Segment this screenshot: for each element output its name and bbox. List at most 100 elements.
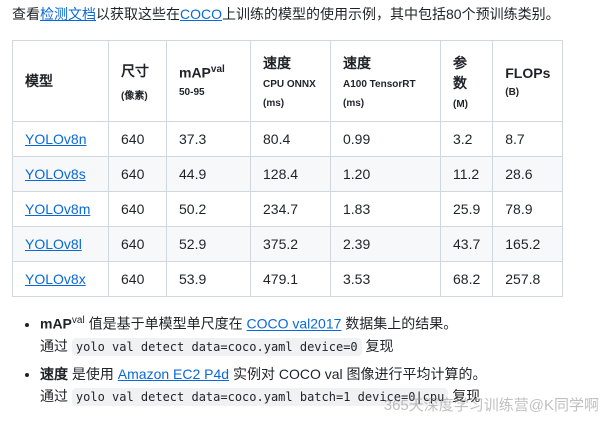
note-code: yolo val detect data=coco.yaml batch=1 d… (71, 387, 449, 406)
link[interactable]: 检测文档 (40, 6, 96, 22)
table-cell: 52.9 (166, 226, 251, 262)
table-cell: 375.2 (250, 226, 331, 262)
header-sub: 50-95 (179, 86, 205, 98)
header-cell: 速度 CPU ONNX (ms) (250, 40, 331, 122)
cell-text: 28.6 (505, 166, 533, 182)
cell-text: 640 (121, 271, 145, 287)
note-text: 复现 (448, 387, 481, 404)
table-cell: 640 (108, 226, 167, 262)
cell-text: 375.2 (263, 236, 299, 252)
note-label: mAP (40, 315, 72, 332)
cell-text: 479.1 (263, 271, 299, 287)
cell-text: 80.4 (263, 131, 291, 147)
table-cell: YOLOv8m (12, 191, 109, 227)
table-cell: 3.53 (330, 261, 441, 297)
model-link[interactable]: YOLOv8n (25, 131, 87, 147)
table-cell: 128.4 (250, 156, 331, 192)
table-cell: 28.6 (492, 156, 564, 192)
header-cell: 尺寸 (像素) (108, 40, 167, 122)
table-cell: 53.9 (166, 261, 251, 297)
header-title: 速度 (263, 55, 291, 71)
table-row: YOLOv8m 640 50.2 234.7 1.83 25.9 78.9 (12, 191, 564, 227)
header-title: mAP (179, 64, 211, 81)
table-cell: 1.83 (330, 191, 441, 227)
note-item: 速度 是使用 Amazon EC2 P4d 实例对 COCO val 图像进行平… (40, 363, 605, 408)
header-title: 参数 (453, 54, 467, 91)
table-cell: 11.2 (439, 156, 494, 192)
table-cell: 44.9 (166, 156, 251, 192)
header-cell: 参数 (M) (439, 40, 494, 122)
note-label: 速度 (40, 365, 68, 382)
cell-text: 52.9 (179, 236, 207, 252)
cell-text: 3.53 (343, 271, 371, 287)
table-cell: 2.39 (330, 226, 441, 262)
table-row: YOLOv8x 640 53.9 479.1 3.53 68.2 257.8 (12, 261, 564, 297)
table-cell: YOLOv8s (12, 156, 109, 192)
cell-text: 640 (121, 131, 145, 147)
table-cell: 640 (108, 191, 167, 227)
cell-text: 78.9 (505, 201, 533, 217)
header-title: FLOPs (505, 64, 551, 81)
note-text: 复现 (361, 337, 394, 354)
cell-text: 43.7 (453, 236, 481, 252)
table-cell: 50.2 (166, 191, 251, 227)
note-text: 是使用 (68, 365, 118, 382)
cell-text: 640 (121, 201, 145, 217)
header-row: 模型 尺寸 (像素) mAPval 50-95 速度 CPU ONNX (ms) 速度 A100 … (12, 40, 564, 122)
note-text: 值是基于单模型单尺度在 (84, 315, 247, 332)
header-cell: mAPval 50-95 (166, 40, 251, 122)
table-cell: 1.20 (330, 156, 441, 192)
header-sup: val (210, 64, 225, 76)
model-link[interactable]: YOLOv8l (25, 236, 82, 252)
note-link[interactable]: COCO val2017 (246, 315, 342, 332)
table-cell: 640 (108, 121, 167, 157)
model-table: 模型 尺寸 (像素) mAPval 50-95 速度 CPU ONNX (ms) 速度 A100 … (12, 40, 564, 297)
cell-text: 50.2 (179, 201, 207, 217)
model-link[interactable]: YOLOv8s (25, 166, 86, 182)
note-code: yolo val detect data=coco.yaml device=0 (71, 337, 362, 356)
note-text: 实例对 COCO val 图像进行平均计算的。 (229, 365, 487, 382)
table-cell: YOLOv8n (12, 121, 109, 157)
cell-text: 257.8 (505, 271, 541, 287)
watermark: 365天深度学习训练营@K同学啊 (383, 397, 599, 414)
header-title: 尺寸 (121, 62, 149, 79)
cell-text: 128.4 (263, 166, 299, 182)
cell-text: 165.2 (505, 236, 541, 252)
table-row: YOLOv8l 640 52.9 375.2 2.39 43.7 165.2 (12, 226, 564, 262)
header-cell: 速度 A100 TensorRT (ms) (330, 40, 441, 122)
table-cell: 80.4 (250, 121, 331, 157)
header-sub: (B) (505, 86, 520, 98)
table-row: YOLOv8s 640 44.9 128.4 1.20 11.2 28.6 (12, 156, 564, 192)
note-text: 通过 (40, 337, 72, 354)
table-cell: 0.99 (330, 121, 441, 157)
table-row: YOLOv8n 640 37.3 80.4 0.99 3.2 8.7 (12, 121, 564, 157)
cell-text: 53.9 (179, 271, 207, 287)
table-cell: 257.8 (492, 261, 564, 297)
table-cell: 25.9 (439, 191, 494, 227)
table-cell: 479.1 (250, 261, 331, 297)
cell-text: 3.2 (453, 131, 473, 147)
note-text: 数据集上的结果。 (341, 315, 458, 332)
note-item: mAPval 值是基于单模型单尺度在 COCO val2017 数据集上的结果。… (40, 310, 605, 358)
table-cell: 3.2 (439, 121, 494, 157)
cell-text: 68.2 (453, 271, 481, 287)
header-title: 速度 (343, 55, 371, 71)
header-unit: (ms) (263, 98, 285, 109)
header-sub: CPU ONNX (263, 79, 316, 90)
table-cell: 8.7 (492, 121, 564, 157)
header-sub: (M) (453, 98, 468, 110)
cell-text: 44.9 (179, 166, 207, 182)
note-link[interactable]: Amazon EC2 P4d (117, 365, 230, 382)
link[interactable]: COCO (180, 6, 222, 22)
table-cell: YOLOv8x (12, 261, 109, 297)
model-link[interactable]: YOLOv8x (25, 271, 86, 287)
table-cell: 68.2 (439, 261, 494, 297)
note-sup: val (71, 315, 85, 326)
header-title: 模型 (25, 73, 53, 89)
table-cell: 640 (108, 156, 167, 192)
text: 以获取这些在 (96, 6, 180, 22)
header-sub: A100 TensorRT (343, 79, 416, 90)
table-cell: 78.9 (492, 191, 564, 227)
model-link[interactable]: YOLOv8m (25, 201, 91, 217)
